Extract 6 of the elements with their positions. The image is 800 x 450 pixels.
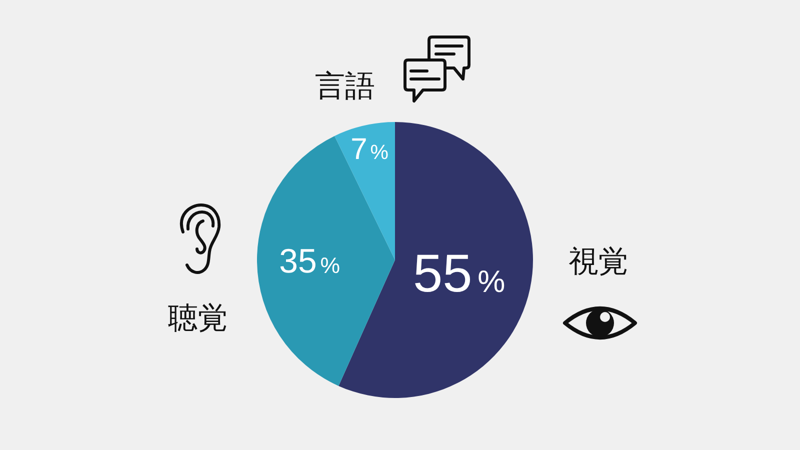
data-label: 7% [350,133,388,166]
slice-label: 聴覚 [168,300,228,336]
data-label: 35% [279,242,340,280]
slice-label: 視覚 [568,244,628,280]
data-label: 55% [413,244,506,304]
slice-label: 言語 [314,68,375,104]
